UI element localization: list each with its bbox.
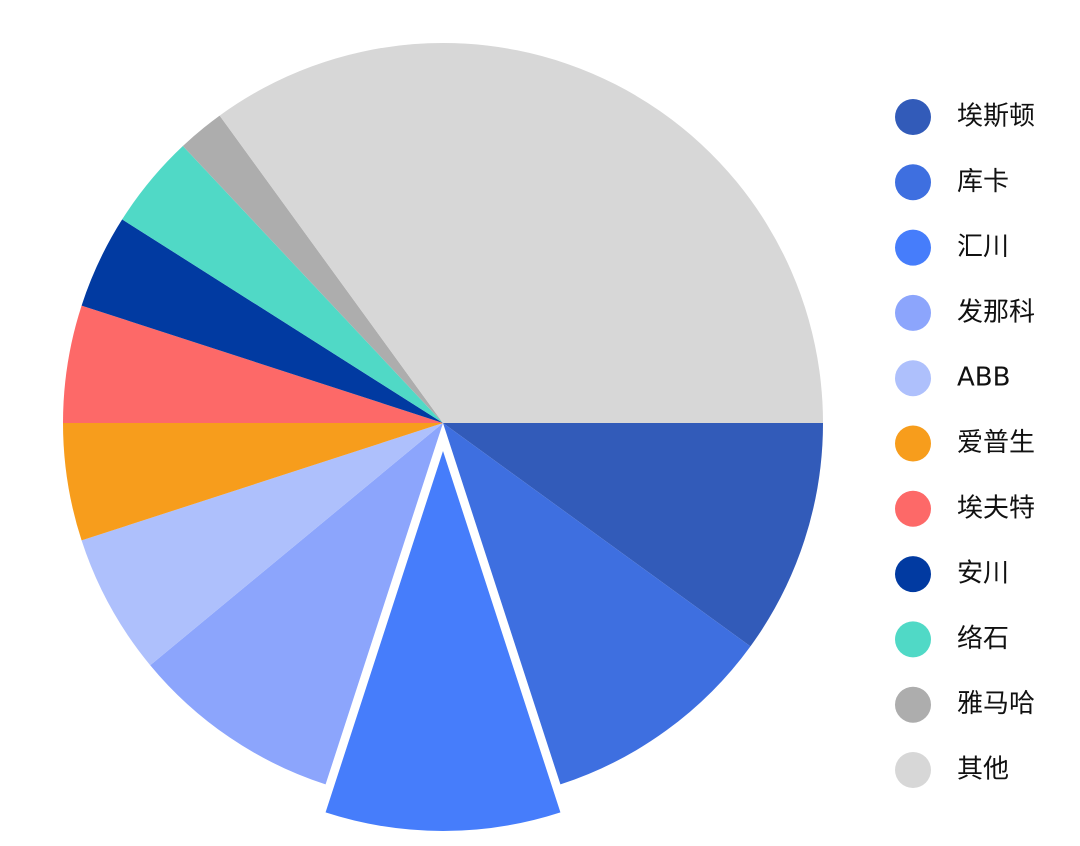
pie-slice bbox=[63, 423, 443, 541]
legend-swatch bbox=[895, 621, 931, 658]
pie-slice bbox=[219, 42, 823, 423]
legend-swatch bbox=[895, 556, 931, 593]
legend-label: 安川 bbox=[957, 559, 1009, 589]
pie-slice bbox=[81, 219, 444, 423]
pie-slice bbox=[182, 115, 443, 423]
legend-label: 埃夫特 bbox=[957, 493, 1035, 523]
pie-slice bbox=[150, 423, 444, 785]
legend-label: 爱普生 bbox=[957, 428, 1035, 458]
legend-swatch bbox=[895, 490, 931, 527]
legend-swatch bbox=[895, 164, 931, 201]
legend-label: 埃斯顿 bbox=[957, 102, 1035, 132]
legend-swatch bbox=[895, 752, 931, 788]
legend-label: 库卡 bbox=[957, 167, 1009, 197]
legend-label: ABB bbox=[957, 363, 1010, 393]
legend-label: 发那科 bbox=[957, 297, 1035, 327]
legend-swatch bbox=[895, 99, 931, 135]
pie-slice bbox=[320, 438, 566, 835]
pie-slice bbox=[122, 145, 443, 423]
legend-swatch bbox=[895, 425, 931, 462]
legend-label: 其他 bbox=[957, 755, 1009, 785]
pie-slice bbox=[443, 423, 751, 785]
pie-slice bbox=[63, 305, 443, 423]
legend-swatch bbox=[895, 360, 931, 397]
legend-swatch bbox=[895, 229, 931, 266]
legend-swatch bbox=[895, 686, 931, 723]
legend-swatch bbox=[895, 294, 931, 331]
pie-slice bbox=[443, 423, 823, 647]
pie-slice bbox=[81, 423, 444, 666]
legend-label: 雅马哈 bbox=[957, 689, 1035, 719]
legend-label: 汇川 bbox=[957, 232, 1009, 262]
legend-label: 络石 bbox=[957, 624, 1009, 654]
